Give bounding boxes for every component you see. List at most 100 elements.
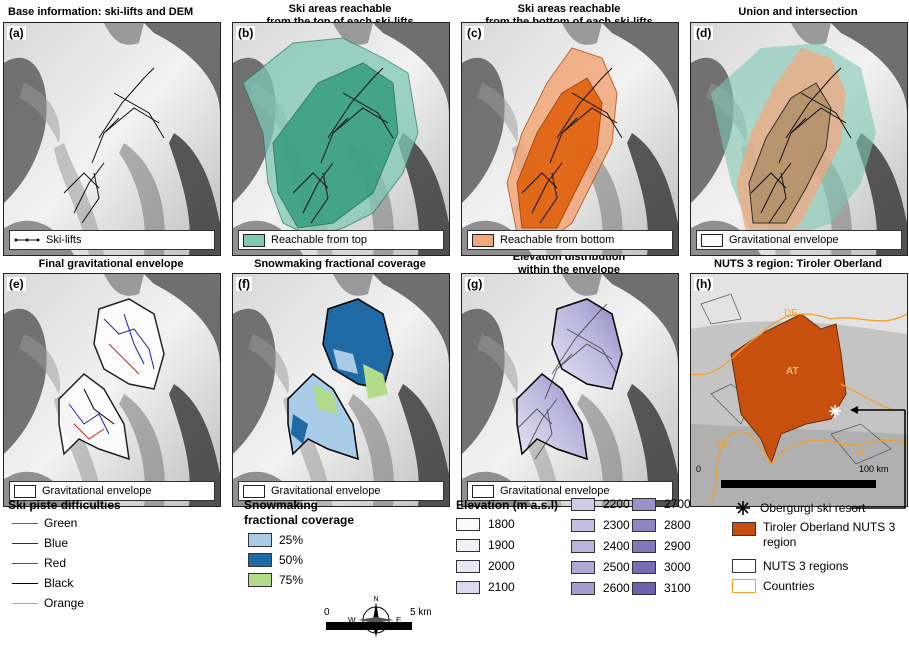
country-label-de: DE: [784, 308, 798, 319]
legend-label: Reachable from top: [271, 234, 367, 246]
panel-label: (d): [694, 26, 714, 40]
label: 2400: [603, 539, 630, 553]
title-line: Union and intersection: [738, 6, 858, 18]
piste-item: Orange: [12, 595, 84, 611]
label: 1900: [488, 538, 515, 552]
panel-f-map: (f) Gravitational envelope: [232, 273, 450, 507]
map-legend: Gravitational envelope: [9, 481, 215, 501]
elevation-item: 2400: [571, 538, 630, 554]
country-label-it: IT: [857, 448, 866, 459]
map-legend: Gravitational envelope: [238, 481, 444, 501]
panel-title-a: Base information: ski-lifts and DEM: [8, 6, 193, 19]
label: 2700: [664, 497, 691, 511]
elevation-item: 2200: [571, 496, 630, 512]
piste-item: Black: [12, 575, 73, 591]
line-swatch: [12, 602, 38, 604]
panel-d-map: (d) Gravitational envelope: [690, 22, 908, 256]
compass-n: N: [373, 596, 378, 603]
line-swatch: [12, 542, 38, 544]
scale-bar: [326, 622, 412, 630]
elevation-item: 2700: [632, 496, 691, 512]
compass-e: E: [396, 615, 402, 625]
label: Red: [44, 556, 67, 570]
swatch: [571, 581, 595, 595]
legend-label: Gravitational envelope: [42, 485, 152, 497]
union-map: [691, 23, 907, 255]
swatch: [632, 539, 656, 553]
panel-title-d: Union and intersection: [690, 6, 906, 19]
piste-legend-title: Ski piste difficulties: [8, 498, 121, 512]
map-legend: Gravitational envelope: [696, 230, 902, 250]
swatch: [571, 497, 595, 511]
elevation-map: [462, 274, 678, 506]
swatch: [632, 581, 656, 595]
piste-item: Red: [12, 555, 66, 571]
panel-e-map: (e) Gravitational envelope: [3, 273, 221, 507]
dem-map: [4, 23, 220, 255]
panel-b-map: (b) Reachable from top: [232, 22, 450, 256]
legend-swatch: [243, 233, 265, 247]
elevation-item: 3000: [632, 559, 691, 575]
elevation-item: 2500: [571, 559, 630, 575]
panel-h-map: DE AT CH IT 0 100 km (h): [690, 273, 908, 507]
label: 2800: [664, 518, 691, 532]
nuts-item-obergurgl: Obergurgl ski resort: [732, 500, 865, 516]
label: 2900: [664, 539, 691, 553]
legend-label: Reachable from bottom: [500, 234, 615, 246]
legend-swatch: [472, 233, 494, 247]
title-line: Final gravitational envelope: [38, 258, 184, 270]
label: 25%: [279, 533, 304, 547]
legend-label: Gravitational envelope: [500, 485, 610, 497]
swatch: [732, 559, 756, 573]
ski-lift-line-icon: [14, 238, 40, 242]
nuts-item-countries: Countries: [732, 578, 814, 594]
snow-legend-title: Snowmaking fractional coverage: [244, 498, 354, 528]
legend-swatch: [472, 484, 494, 498]
elevation-item: 1900: [456, 537, 515, 553]
panel-title-f: Snowmaking fractional coverage: [232, 258, 448, 271]
panel-label: (c): [465, 26, 484, 40]
snowmaking-map: [233, 274, 449, 506]
label: Blue: [44, 536, 69, 550]
panel-title-h: NUTS 3 region: Tiroler Oberland: [690, 258, 906, 271]
label: 2100: [488, 580, 515, 594]
country-label-at: AT: [786, 366, 799, 377]
piste-item: Green: [12, 515, 77, 531]
title-line: Base information: ski-lifts and DEM: [8, 6, 194, 18]
scale-bar: [721, 480, 876, 488]
label: NUTS 3 regions: [763, 559, 849, 573]
swatch: [248, 573, 272, 587]
elevation-item: 1800: [456, 516, 515, 532]
swatch: [456, 580, 480, 594]
legend-swatch: [243, 484, 265, 498]
line-swatch: [12, 522, 38, 524]
map-legend: Reachable from bottom: [467, 230, 673, 250]
legend-label: Gravitational envelope: [729, 234, 839, 246]
elevation-item: 2100: [456, 579, 515, 595]
legend-label: Gravitational envelope: [271, 485, 381, 497]
envelope-map: [4, 274, 220, 506]
panel-label: (e): [7, 277, 26, 291]
reachable-bottom-map: [462, 23, 678, 255]
elevation-legend-title: Elevation (m a.s.l): [456, 498, 559, 512]
line-swatch: [12, 582, 38, 584]
nuts-item-oberland: Tiroler Oberland NUTS 3 region: [732, 520, 908, 550]
panel-label: (b): [236, 26, 256, 40]
label: 2500: [603, 560, 630, 574]
elevation-item: 2000: [456, 558, 515, 574]
label: Green: [44, 516, 78, 530]
country-label-ch: CH: [716, 439, 730, 450]
line-swatch: [12, 562, 38, 564]
scale-end-label: 100 km: [859, 464, 889, 474]
swatch: [632, 497, 656, 511]
swatch: [456, 538, 480, 552]
swatch: [571, 518, 595, 532]
panel-c-map: (c) Reachable from bottom: [461, 22, 679, 256]
scale-start-label: 0: [696, 464, 701, 474]
title-line: Snowmaking fractional coverage: [254, 258, 426, 270]
snowflake-icon: [736, 501, 750, 515]
nuts-region-map: DE AT CH IT 0 100 km: [691, 274, 907, 506]
scale-start-label: 0: [324, 606, 330, 618]
label: Obergurgl ski resort: [760, 501, 866, 515]
label: Orange: [44, 596, 85, 610]
